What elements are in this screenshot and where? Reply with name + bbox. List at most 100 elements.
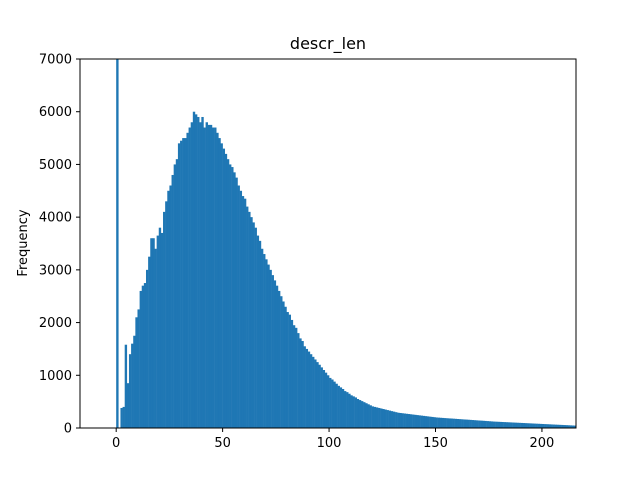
histogram-bar — [533, 423, 536, 428]
histogram-bar — [256, 235, 260, 428]
histogram-bar — [292, 325, 296, 428]
x-tick-label: 100 — [317, 436, 342, 451]
histogram-bar — [497, 421, 500, 428]
histogram-bar — [503, 422, 506, 428]
histogram-bar — [192, 111, 196, 429]
histogram-bar — [182, 138, 185, 428]
histogram-bar — [520, 422, 524, 428]
histogram-bar — [128, 354, 132, 428]
histogram-bar — [461, 419, 464, 428]
histogram-bar — [180, 140, 183, 428]
histogram-bar — [173, 164, 177, 428]
histogram-bar — [286, 312, 289, 428]
x-axis-ticks: 0 50 100 150 200 — [112, 428, 554, 451]
histogram-bar — [469, 419, 472, 428]
histogram-bar — [573, 425, 577, 428]
histogram-bar — [190, 122, 194, 428]
histogram-bar — [207, 124, 211, 428]
histogram-bar — [467, 419, 470, 428]
histogram-bar — [446, 418, 449, 428]
histogram-bar — [548, 424, 551, 428]
histogram-bar — [341, 388, 345, 428]
histogram-bar — [529, 423, 532, 428]
histogram-bar — [282, 301, 285, 428]
histogram-bar — [169, 185, 172, 428]
histogram-bar — [171, 174, 174, 428]
histogram-bar — [305, 348, 309, 428]
histogram-bar — [412, 414, 415, 428]
histogram-bar — [273, 280, 277, 428]
histogram-bar — [361, 401, 364, 428]
histogram-bar — [392, 411, 396, 428]
histogram-bar — [250, 217, 253, 428]
histogram-bar — [163, 211, 166, 428]
histogram-bar — [554, 424, 558, 428]
histogram-bar — [126, 383, 130, 428]
histogram-bar — [139, 290, 142, 428]
y-tick-label: 6000 — [39, 105, 72, 120]
histogram-bar — [561, 424, 564, 428]
histogram-bar — [326, 375, 330, 428]
histogram-bar — [522, 423, 526, 428]
histogram-bar — [263, 254, 266, 428]
histogram-bar — [384, 409, 387, 428]
histogram-bar — [527, 423, 530, 428]
histogram-bar — [237, 185, 240, 428]
histogram-bar — [465, 419, 468, 428]
histogram-bar — [495, 421, 498, 428]
x-tick-label: 0 — [112, 436, 120, 451]
histogram-bar — [148, 256, 151, 428]
histogram-bar — [537, 423, 541, 428]
y-tick-label: 7000 — [39, 53, 72, 68]
histogram-bar — [480, 420, 483, 428]
histogram-bar — [439, 417, 443, 428]
histogram-bar — [352, 396, 355, 428]
histogram-bar — [390, 411, 394, 428]
histogram-bar — [486, 421, 489, 428]
histogram-bar — [463, 419, 466, 428]
histogram-bar — [143, 283, 147, 428]
histogram-bar — [186, 132, 189, 429]
histogram-bar — [373, 406, 377, 428]
histogram-bar — [471, 420, 475, 428]
histogram-bar — [499, 421, 502, 428]
histogram-bar — [131, 343, 134, 428]
histogram-bar — [397, 412, 400, 428]
histogram-bar — [343, 391, 347, 428]
histogram-bar — [254, 227, 257, 428]
histogram-bar — [409, 414, 413, 428]
y-tick-label: 1000 — [39, 369, 72, 384]
histogram-bar — [448, 418, 451, 428]
histogram-bar — [541, 423, 545, 428]
histogram-bar — [339, 387, 343, 428]
histogram-bar — [203, 127, 206, 428]
histogram-bar — [454, 418, 458, 428]
histogram-bar — [322, 370, 326, 428]
histogram-bar — [320, 367, 323, 428]
histogram-bar — [141, 285, 145, 428]
histogram-bar — [246, 206, 249, 428]
histogram-bar — [569, 425, 572, 428]
histogram-bar — [452, 418, 455, 428]
histogram-bar — [318, 364, 321, 428]
histogram-bar — [197, 116, 200, 429]
y-axis-ticks: 0 1000 2000 3000 4000 5000 6000 7000 — [39, 53, 80, 437]
histogram-bar — [295, 327, 298, 428]
histogram-bar — [184, 138, 187, 428]
histogram-bar — [407, 414, 411, 428]
histogram-bar — [333, 381, 336, 428]
histogram-bar — [450, 418, 453, 428]
histogram-bar — [478, 420, 481, 428]
histogram-bar — [241, 196, 245, 428]
histogram-bar — [307, 351, 311, 428]
y-tick-label: 0 — [64, 422, 72, 437]
histogram-bar — [550, 424, 553, 428]
histogram-bar — [403, 413, 406, 428]
histogram-bar — [269, 269, 272, 428]
histogram-bar — [571, 425, 575, 428]
histogram-bar — [346, 392, 349, 428]
histogram-bar — [378, 407, 381, 428]
histogram-bar — [544, 424, 547, 428]
x-tick-label: 200 — [530, 436, 555, 451]
